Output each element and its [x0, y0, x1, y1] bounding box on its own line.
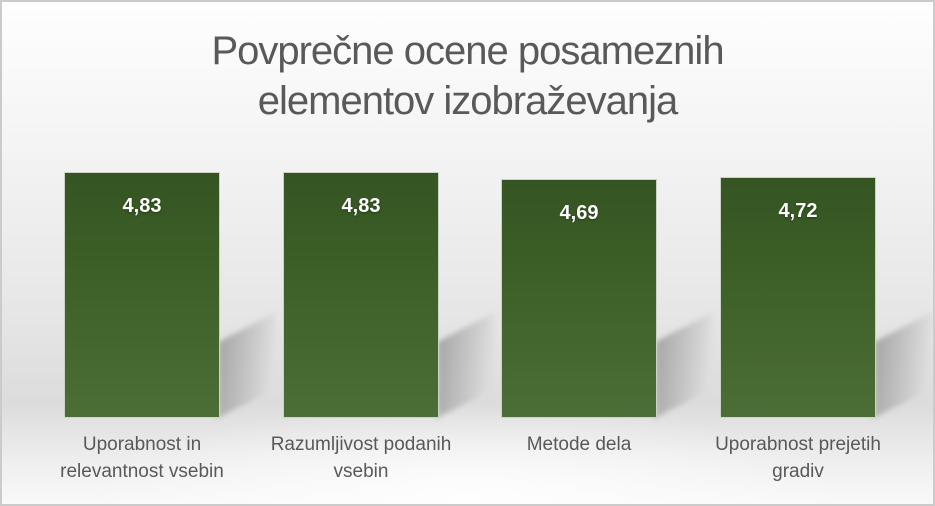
- x-axis-category-label: Uporabnost in relevantnost vsebin: [60, 434, 224, 482]
- chart-title: Povprečne ocene posameznih elementov izo…: [2, 26, 933, 126]
- bar: 4,83: [64, 172, 220, 418]
- bar: 4,72: [720, 177, 876, 418]
- bar: 4,69: [501, 179, 657, 418]
- bar-shadow: [655, 312, 713, 418]
- bar-value-label: 4,83: [341, 195, 381, 217]
- chart-title-line1: Povprečne ocene posameznih: [211, 29, 724, 73]
- x-axis-category-label: Razumljivost podanih vsebin: [270, 434, 452, 482]
- bar-value-label: 4,83: [122, 195, 162, 217]
- x-axis-category-label: Uporabnost prejetih gradiv: [715, 434, 881, 482]
- chart-title-line2: elementov izobraževanja: [257, 79, 678, 123]
- bar: 4,83: [283, 172, 439, 418]
- bar-shadow: [437, 312, 495, 418]
- bar-shadow: [218, 312, 276, 418]
- bar-value-label: 4,69: [559, 202, 599, 224]
- x-axis-category-label: Metode dela: [526, 434, 632, 455]
- bar-shadow: [874, 312, 932, 418]
- bar-value-label: 4,72: [778, 200, 818, 222]
